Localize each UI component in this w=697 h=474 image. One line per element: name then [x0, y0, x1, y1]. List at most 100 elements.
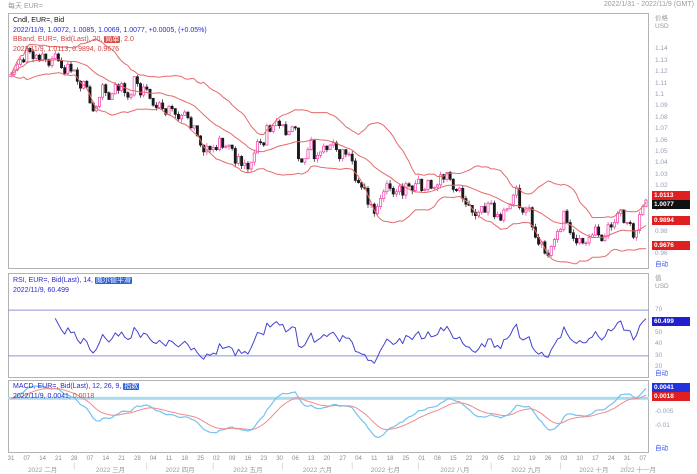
- candle-body: [486, 202, 490, 213]
- bollinger-lower-line: [10, 72, 647, 265]
- candle-body: [350, 153, 354, 162]
- candle-body: [341, 149, 345, 160]
- candle-body: [161, 102, 165, 109]
- candle-body: [515, 187, 518, 196]
- rsi-axis-auto-button[interactable]: 自动: [655, 370, 668, 377]
- candle-body: [101, 84, 105, 98]
- candle-body: [319, 151, 323, 156]
- candle-body: [606, 224, 610, 237]
- macd-chart-canvas[interactable]: [8, 380, 649, 453]
- candle-body: [322, 145, 326, 153]
- month-separator: |: [626, 463, 628, 470]
- candle-body: [85, 80, 89, 88]
- month-separator: |: [73, 463, 76, 470]
- candle-body: [505, 208, 509, 211]
- axis-tick-label: 40: [655, 340, 663, 348]
- candle-body: [240, 156, 244, 166]
- candle-body: [31, 51, 35, 59]
- day-tick-label: 01: [418, 456, 426, 462]
- rsi-axis-title: 值: [655, 275, 662, 282]
- macd-axis-auto-button[interactable]: 自动: [655, 445, 668, 452]
- candle-body: [530, 207, 534, 228]
- candle-body: [571, 232, 575, 239]
- candle-body: [246, 162, 250, 170]
- day-tick-label: 19: [528, 456, 536, 462]
- candle-body: [79, 80, 82, 89]
- candle-body: [480, 206, 484, 213]
- candle-body: [635, 230, 638, 238]
- candle-body: [518, 187, 522, 209]
- price-chart-canvas[interactable]: [8, 13, 649, 269]
- candle-body: [398, 185, 402, 193]
- axis-tick-label: 1.14: [655, 45, 668, 53]
- month-separator: |: [281, 463, 284, 470]
- candle-body: [426, 179, 430, 190]
- axis-tick-label: 30: [655, 351, 663, 359]
- candle-body: [382, 191, 386, 199]
- month-separator: |: [417, 463, 420, 470]
- candle-body: [344, 149, 348, 155]
- axis-value-box: 1.0113: [652, 191, 690, 201]
- candle-body: [142, 86, 146, 96]
- candle-body: [565, 210, 569, 223]
- axis-value-box: 0.0018: [652, 391, 690, 401]
- candle-body: [385, 183, 389, 193]
- axis-tick-label: 1.09: [655, 102, 668, 110]
- rsi-axis: 值 USD 自动 70 50 40 30 20 60.499: [651, 273, 697, 378]
- candle-body: [50, 58, 54, 66]
- candle-body: [290, 126, 294, 132]
- candle-body: [303, 158, 307, 163]
- interval-instrument-label[interactable]: 每天 EUR=: [8, 3, 43, 10]
- candle-body: [413, 183, 417, 191]
- candle-body: [401, 185, 405, 196]
- month-separator: |: [212, 463, 215, 470]
- candle-body: [445, 172, 449, 180]
- day-tick-label: 15: [449, 456, 457, 462]
- candle-body: [638, 214, 642, 231]
- candle-body: [224, 145, 228, 148]
- candle-body: [75, 69, 79, 82]
- candle-body: [44, 53, 48, 61]
- candle-body: [489, 202, 493, 205]
- price-axis-auto-button[interactable]: 自动: [655, 261, 668, 268]
- candle-body: [543, 241, 547, 254]
- candle-body: [218, 137, 221, 150]
- day-tick-label: 03: [560, 456, 568, 462]
- candle-body: [524, 209, 528, 213]
- axis-tick-label: 1.08: [655, 113, 668, 121]
- month-label: 2022 六月: [302, 467, 333, 474]
- candle-body: [19, 59, 22, 65]
- candle-body: [391, 187, 395, 195]
- macd-zero-line: [8, 396, 649, 400]
- candle-body: [237, 156, 240, 164]
- day-tick-label: 17: [592, 456, 599, 462]
- candle-body: [25, 47, 29, 63]
- month-label: 2022 四月: [165, 467, 195, 474]
- axis-tick-label: -0.01: [655, 421, 670, 429]
- candle-body: [594, 226, 597, 236]
- month-separator: |: [559, 463, 562, 470]
- day-tick-label: 18: [181, 456, 189, 462]
- candle-body: [41, 53, 45, 62]
- axis-tick-label: 1.11: [655, 79, 668, 87]
- rsi-chart-canvas[interactable]: [8, 273, 649, 378]
- day-tick-label: 07: [23, 456, 31, 462]
- candle-body: [278, 120, 281, 127]
- axis-value-box: 1.0077: [652, 200, 690, 210]
- candle-body: [107, 92, 111, 100]
- candle-body: [173, 108, 177, 115]
- axis-value-box: 0.9894: [652, 216, 690, 226]
- date-range-label: 2022/1/31 - 2022/11/9 (GMT): [603, 1, 694, 8]
- candle-body: [454, 189, 458, 191]
- candle-body: [297, 127, 300, 160]
- month-label: 2022 十一月: [620, 467, 656, 474]
- axis-tick-label: 1.05: [655, 147, 668, 155]
- bollinger-middle-line: [10, 59, 647, 238]
- day-tick-label: 09: [228, 456, 236, 462]
- rsi-axis-currency: USD: [655, 283, 669, 290]
- candle-body: [129, 94, 133, 98]
- day-tick-label: 24: [607, 456, 615, 462]
- day-tick-label: 31: [623, 456, 631, 462]
- candle-body: [581, 238, 585, 244]
